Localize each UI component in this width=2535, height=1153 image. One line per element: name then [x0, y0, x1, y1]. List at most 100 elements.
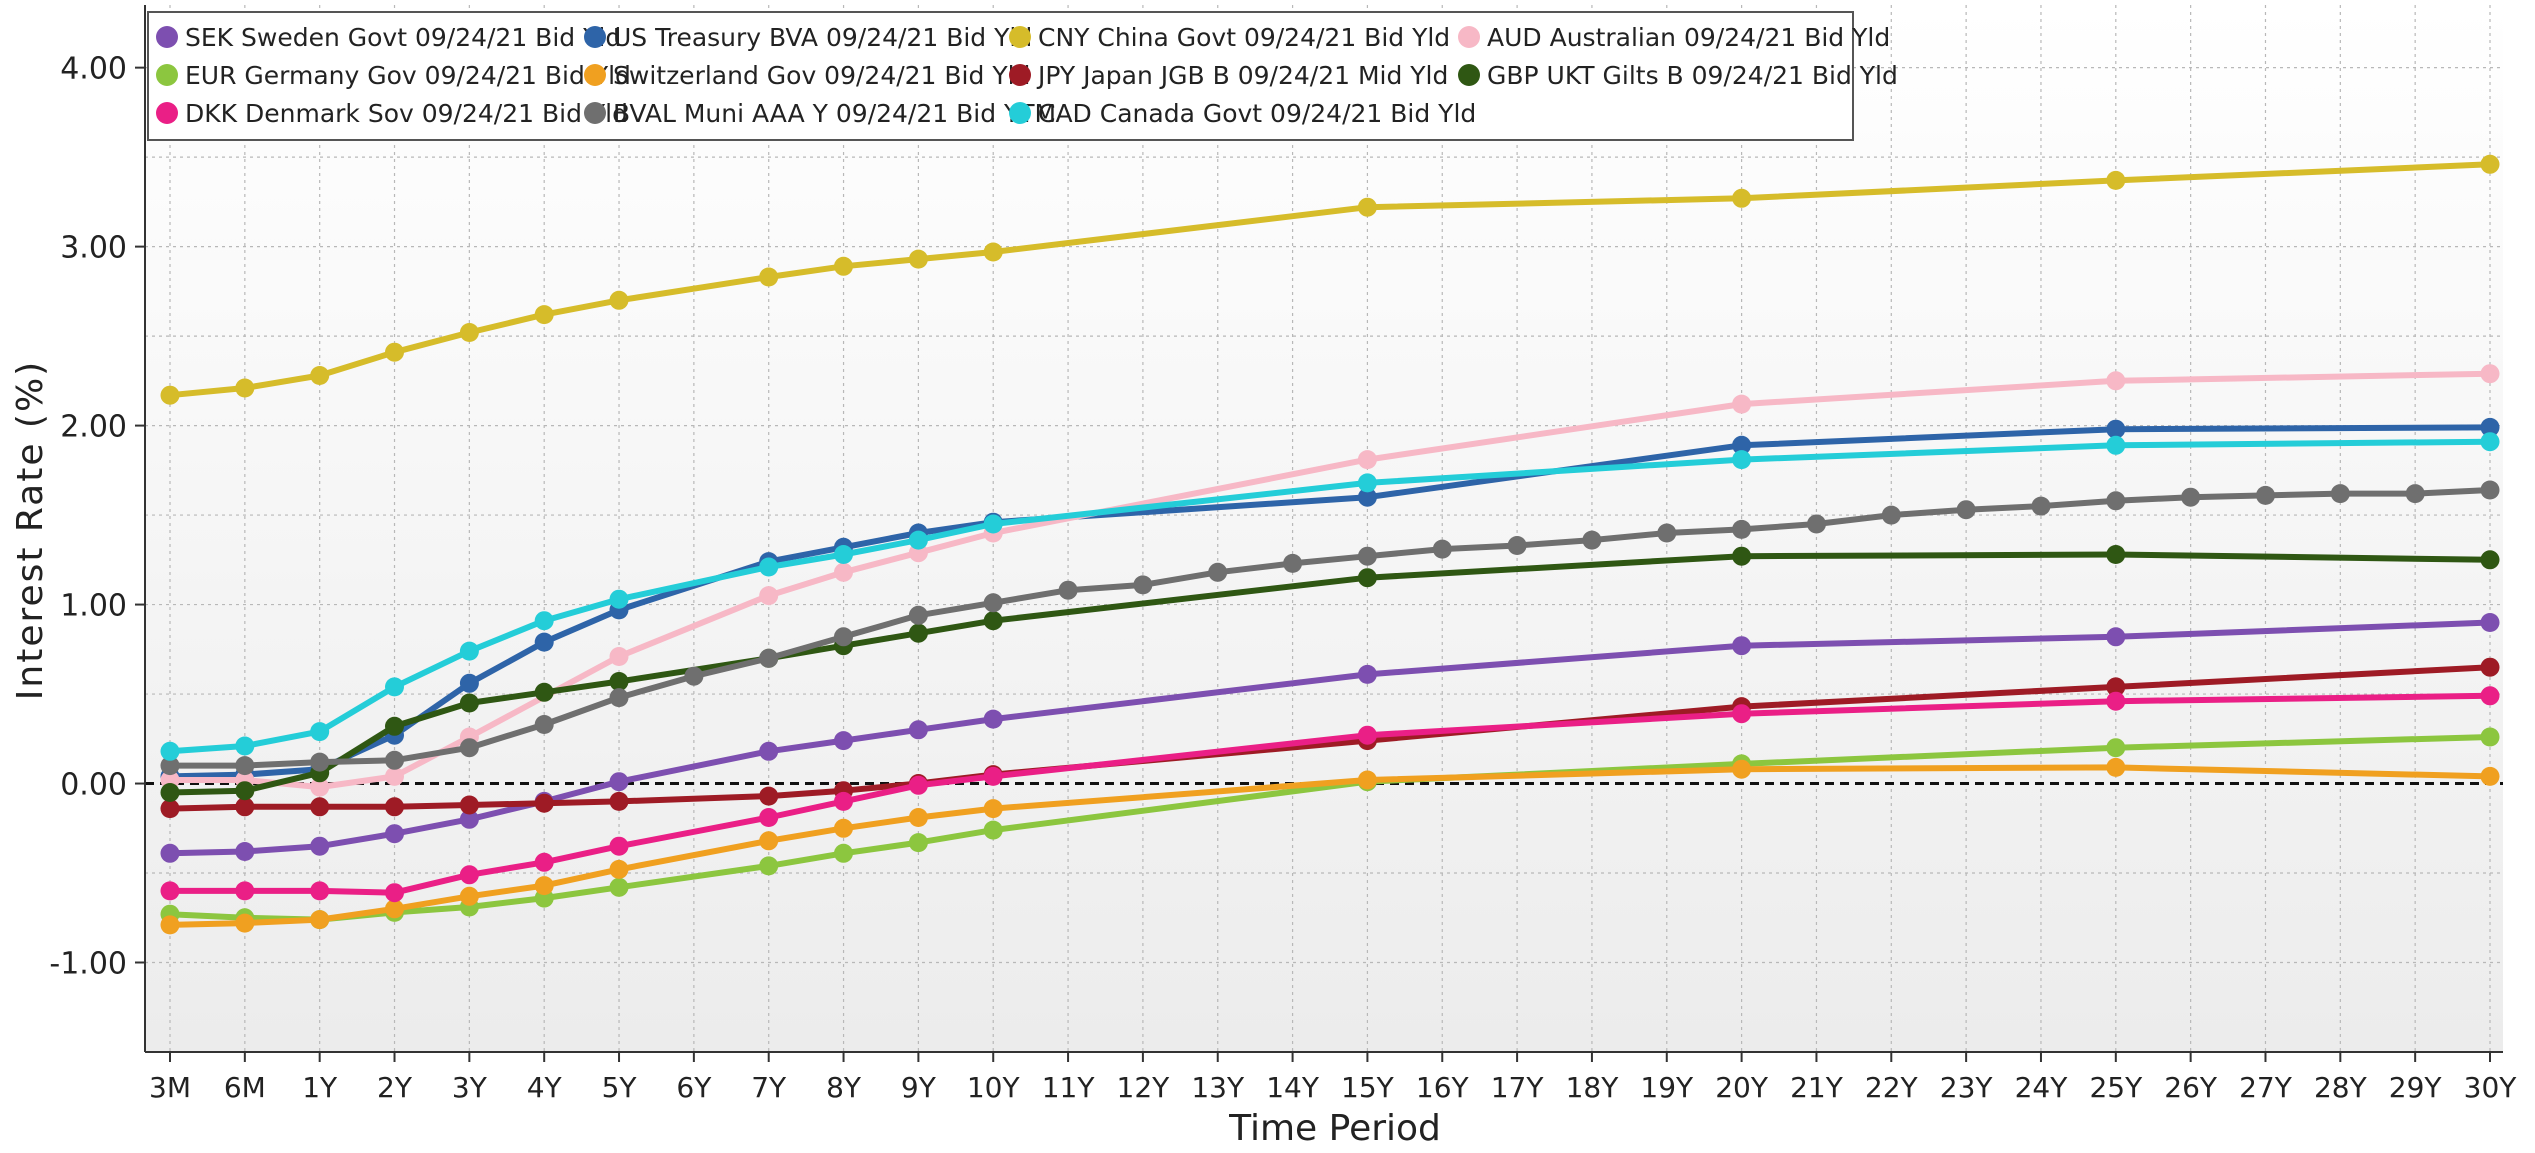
data-point: [1357, 770, 1377, 790]
data-point: [2106, 419, 2126, 439]
y-axis-label: Interest Rate (%): [10, 360, 51, 700]
legend-label: JPY Japan JGB B 09/24/21 Mid Yld: [1036, 61, 1448, 90]
data-point: [310, 777, 330, 797]
data-point: [609, 772, 629, 792]
x-tick-label: 28Y: [2314, 1071, 2368, 1104]
data-point: [759, 648, 779, 668]
data-point: [534, 682, 554, 702]
data-point: [2480, 417, 2500, 437]
y-tick-label: 0.00: [60, 768, 127, 803]
data-point: [160, 915, 180, 935]
data-point: [2181, 487, 2201, 507]
legend-marker: [1009, 26, 1031, 48]
data-point: [1432, 539, 1452, 559]
data-point: [160, 881, 180, 901]
legend-label: GBP UKT Gilts B 09/24/21 Bid Yld: [1487, 61, 1898, 90]
y-tick-label: 4.00: [60, 52, 127, 87]
series-9: [160, 480, 2500, 776]
data-point: [459, 641, 479, 661]
data-point: [908, 833, 928, 853]
x-tick-label: 9Y: [901, 1071, 937, 1104]
data-point: [459, 323, 479, 342]
data-point: [459, 693, 479, 713]
data-point: [2106, 738, 2126, 758]
data-point: [609, 589, 629, 609]
data-point: [1357, 197, 1377, 217]
data-point: [385, 824, 404, 844]
data-point: [1732, 759, 1752, 779]
data-point: [310, 797, 330, 817]
legend: SEK Sweden Govt 09/24/21 Bid Yld EUR Germ…: [147, 11, 1898, 141]
data-point: [310, 910, 330, 930]
legend-marker: [156, 64, 178, 86]
legend-label: CAD Canada Govt 09/24/21 Bid Yld: [1038, 99, 1476, 128]
data-point: [310, 752, 330, 772]
data-point: [1133, 575, 1153, 595]
data-point: [459, 809, 479, 829]
data-point: [385, 883, 404, 903]
data-point: [160, 385, 180, 405]
x-tick-label: 6M: [224, 1071, 266, 1104]
x-tick-label: 12Y: [1117, 1071, 1171, 1104]
data-point: [385, 899, 404, 919]
x-tick-label: 26Y: [2164, 1071, 2218, 1104]
data-point: [908, 530, 928, 550]
data-point: [908, 808, 928, 827]
data-point: [1357, 487, 1377, 507]
x-tick-label: 11Y: [1042, 1071, 1096, 1104]
data-point: [834, 256, 853, 276]
data-point: [2256, 485, 2275, 505]
legend-label: AUD Australian 09/24/21 Bid Yld: [1487, 23, 1890, 52]
legend-marker: [1009, 102, 1031, 124]
legend-marker: [156, 102, 178, 124]
data-point: [235, 842, 255, 861]
data-point: [2106, 627, 2126, 647]
legend-marker: [156, 26, 178, 48]
data-point: [310, 366, 330, 385]
data-point: [2330, 484, 2350, 504]
x-tick-label: 22Y: [1865, 1071, 1919, 1104]
legend-label: SEK Sweden Govt 09/24/21 Bid Yld: [185, 23, 621, 52]
data-point: [235, 781, 255, 801]
data-point: [235, 378, 255, 398]
data-point: [2480, 550, 2500, 570]
data-point: [834, 731, 853, 751]
data-point: [983, 514, 1003, 534]
data-point: [2405, 484, 2425, 504]
data-point: [609, 290, 629, 310]
data-point: [1807, 514, 1826, 534]
data-point: [983, 709, 1003, 729]
legend-marker: [584, 64, 606, 86]
x-tick-label: 18Y: [1566, 1071, 1620, 1104]
data-point: [385, 797, 404, 817]
x-tick-label: 19Y: [1640, 1071, 1694, 1104]
data-point: [759, 856, 779, 876]
data-point: [459, 795, 479, 815]
data-point: [834, 791, 853, 811]
data-point: [834, 545, 853, 564]
series-10: [160, 432, 2500, 761]
data-point: [1732, 519, 1752, 539]
data-point: [2480, 613, 2500, 632]
data-point: [983, 766, 1003, 786]
data-point: [2106, 545, 2126, 564]
data-point: [1732, 546, 1752, 566]
data-point: [1956, 500, 1976, 520]
data-point: [2480, 686, 2500, 706]
data-point: [834, 562, 853, 582]
data-point: [534, 852, 554, 872]
data-point: [1357, 568, 1377, 588]
data-point: [459, 886, 479, 906]
legend-marker: [584, 26, 606, 48]
data-point: [459, 865, 479, 885]
x-tick-label: 7Y: [751, 1071, 787, 1104]
data-point: [235, 736, 255, 756]
x-tick-label: 25Y: [2089, 1071, 2143, 1104]
data-point: [834, 627, 853, 647]
legend-marker: [584, 102, 606, 124]
y-tick-label: -1.00: [49, 947, 127, 982]
data-point: [459, 673, 479, 693]
data-point: [983, 242, 1003, 262]
x-tick-label: 3M: [149, 1071, 191, 1104]
